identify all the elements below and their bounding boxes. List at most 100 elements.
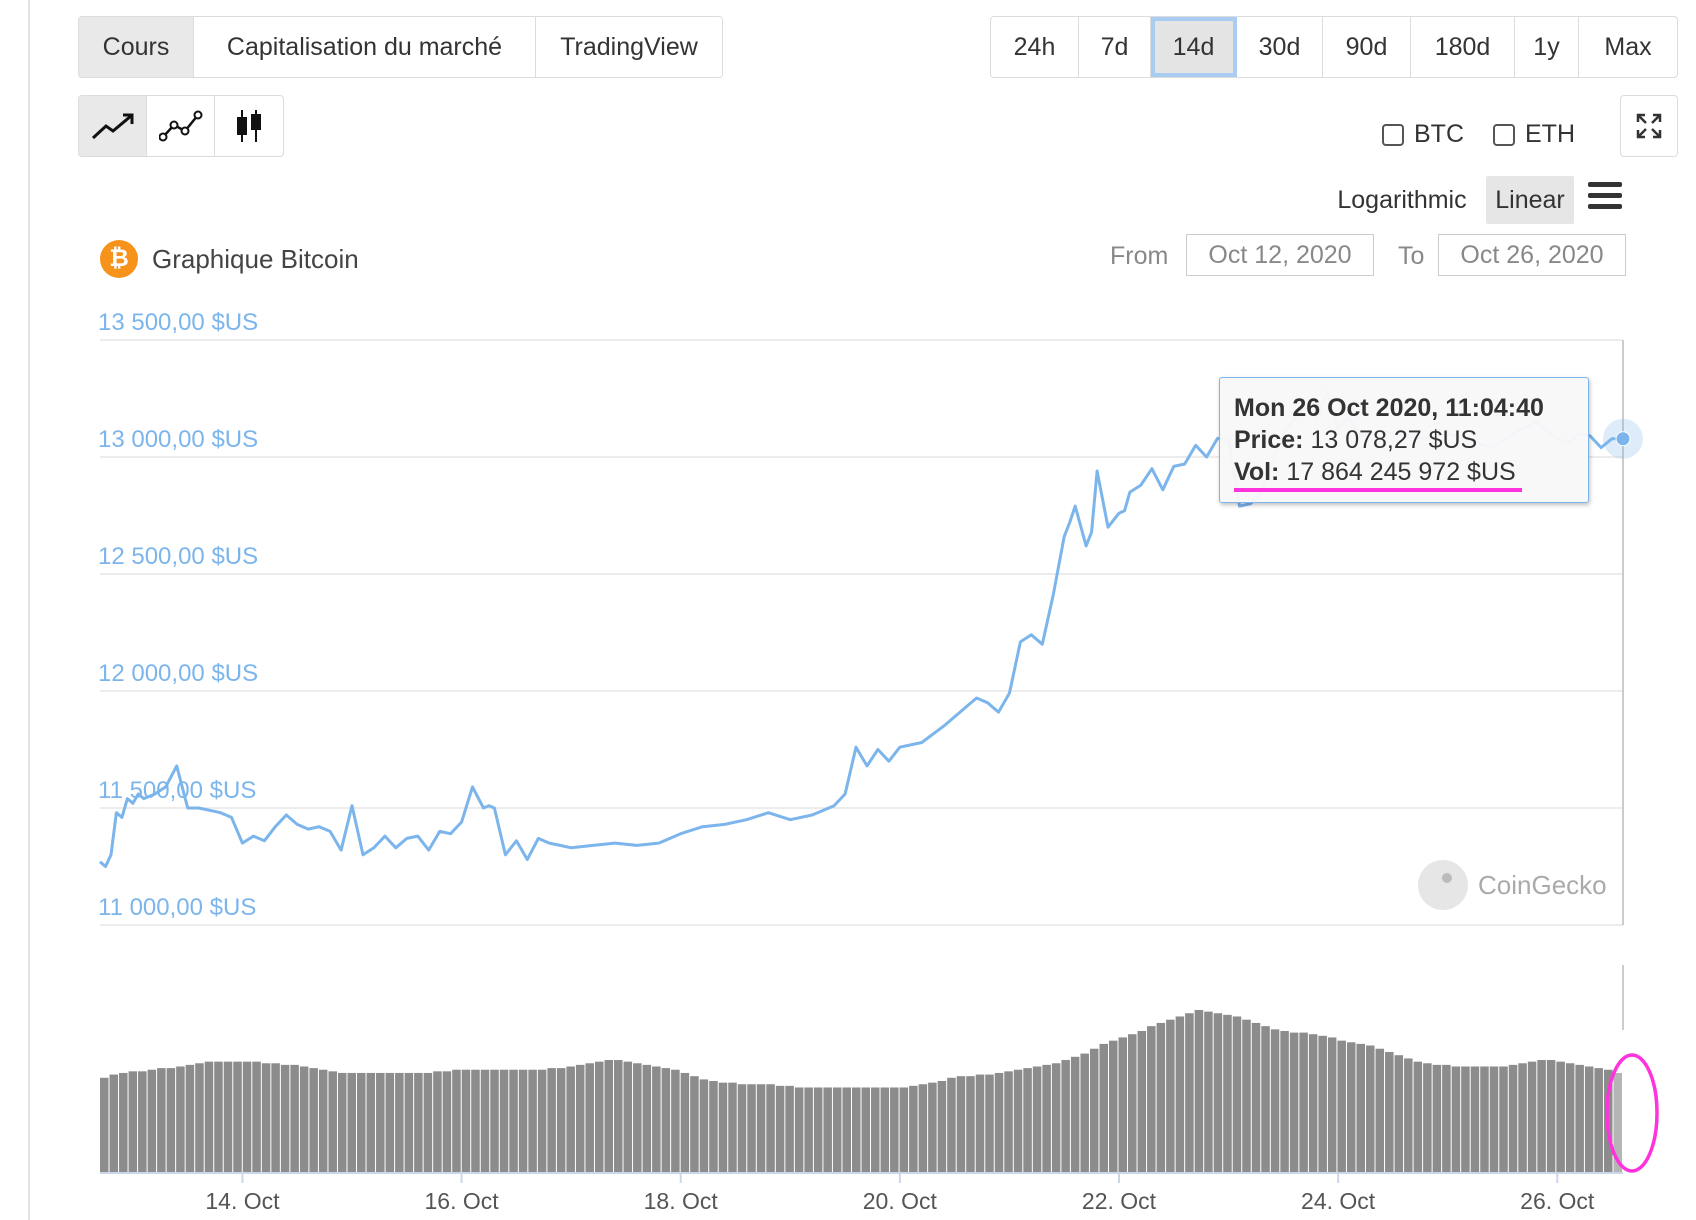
- y-tick-label: 13 000,00 $US: [98, 426, 258, 453]
- volume-bar: [176, 1066, 185, 1173]
- volume-bar: [300, 1066, 309, 1173]
- volume-bar: [376, 1073, 385, 1173]
- volume-bar: [890, 1087, 899, 1173]
- volume-bar: [395, 1073, 404, 1173]
- volume-bar: [1376, 1049, 1385, 1173]
- volume-bar: [1052, 1063, 1061, 1173]
- y-tick-label: 12 000,00 $US: [98, 660, 258, 687]
- volume-bar: [195, 1063, 204, 1173]
- volume-bar: [309, 1068, 318, 1173]
- tooltip-volume: 17 864 245 972 $US: [1286, 458, 1515, 486]
- x-tick-label: 22. Oct: [1082, 1188, 1157, 1214]
- volume-bar: [785, 1086, 794, 1173]
- x-tick-label: 14. Oct: [205, 1188, 280, 1214]
- volume-bar: [357, 1073, 366, 1173]
- volume-bar: [138, 1071, 147, 1173]
- volume-bar: [643, 1065, 652, 1173]
- tooltip-price-label: Price:: [1234, 426, 1303, 454]
- volume-bar: [614, 1060, 623, 1173]
- y-tick-label: 13 500,00 $US: [98, 309, 258, 336]
- volume-bar: [1176, 1016, 1185, 1173]
- hover-point: [1616, 432, 1630, 446]
- volume-bar: [405, 1073, 414, 1173]
- volume-bar: [281, 1065, 290, 1173]
- volume-bar: [566, 1066, 575, 1173]
- x-axis-ticks: 14. Oct 16. Oct 18. Oct 20. Oct 22. Oct 24. O…: [205, 1173, 1595, 1214]
- volume-bars: [100, 1010, 1622, 1173]
- volume-bar: [1090, 1049, 1099, 1173]
- volume-bar: [1547, 1060, 1556, 1173]
- volume-bar: [719, 1083, 728, 1173]
- tooltip-volume-row: Vol: 17 864 245 972 $US: [1234, 456, 1574, 488]
- volume-bar: [1337, 1041, 1346, 1173]
- volume-bar: [1480, 1066, 1489, 1173]
- volume-bar: [1299, 1033, 1308, 1173]
- volume-bar: [1356, 1044, 1365, 1173]
- volume-bar: [985, 1075, 994, 1173]
- volume-bar: [290, 1065, 299, 1173]
- volume-bar: [1537, 1060, 1546, 1173]
- volume-bar: [862, 1087, 871, 1173]
- volume-bar: [1195, 1010, 1204, 1173]
- volume-bar: [1423, 1063, 1432, 1173]
- volume-bar: [500, 1070, 509, 1173]
- volume-bar: [386, 1073, 395, 1173]
- volume-bar: [633, 1063, 642, 1173]
- volume-bar: [1004, 1071, 1013, 1173]
- volume-bar: [547, 1068, 556, 1173]
- volume-bar: [1223, 1015, 1232, 1173]
- volume-bar: [1566, 1063, 1575, 1173]
- volume-bar: [1518, 1063, 1527, 1173]
- volume-bar: [1080, 1054, 1089, 1173]
- volume-bar: [1471, 1066, 1480, 1173]
- tooltip-volume-label: Vol:: [1234, 458, 1279, 486]
- volume-bar: [433, 1071, 442, 1173]
- volume-bar: [224, 1062, 233, 1173]
- volume-bar: [538, 1070, 547, 1173]
- volume-bar: [1575, 1065, 1584, 1173]
- volume-bar: [795, 1087, 804, 1173]
- volume-bar: [1204, 1012, 1213, 1173]
- y-tick-label: 12 500,00 $US: [98, 543, 258, 570]
- volume-bar: [1128, 1034, 1137, 1173]
- volume-bar: [1042, 1065, 1051, 1173]
- x-tick-label: 24. Oct: [1301, 1188, 1376, 1214]
- volume-bar: [624, 1062, 633, 1173]
- volume-bar: [957, 1076, 966, 1173]
- volume-bar: [1214, 1013, 1223, 1173]
- volume-bar: [557, 1068, 566, 1173]
- volume-bar: [1442, 1065, 1451, 1173]
- volume-bar: [928, 1083, 937, 1173]
- volume-bar: [1594, 1068, 1603, 1173]
- volume-bar: [1318, 1036, 1327, 1173]
- volume-bar: [700, 1079, 709, 1173]
- volume-bar: [205, 1062, 214, 1173]
- volume-bar: [738, 1084, 747, 1173]
- volume-bar: [443, 1071, 452, 1173]
- coingecko-watermark: CoinGecko: [1418, 860, 1607, 910]
- volume-bar: [1461, 1066, 1470, 1173]
- volume-bar: [481, 1070, 490, 1173]
- volume-bar: [1499, 1066, 1508, 1173]
- x-tick-label: 20. Oct: [863, 1188, 938, 1214]
- volume-bar: [148, 1070, 157, 1173]
- volume-bar: [766, 1084, 775, 1173]
- volume-bar: [252, 1062, 261, 1173]
- volume-bar: [823, 1087, 832, 1173]
- volume-bar: [367, 1073, 376, 1173]
- volume-bar: [1147, 1026, 1156, 1173]
- volume-bar: [1233, 1016, 1242, 1173]
- volume-bar: [338, 1073, 347, 1173]
- volume-bar: [414, 1073, 423, 1173]
- volume-bar: [852, 1087, 861, 1173]
- volume-bar: [833, 1087, 842, 1173]
- volume-bar: [814, 1087, 823, 1173]
- volume-bar: [1309, 1034, 1318, 1173]
- volume-bar: [585, 1063, 594, 1173]
- volume-bar: [424, 1073, 433, 1173]
- volume-bar: [1452, 1066, 1461, 1173]
- y-tick-label: 11 000,00 $US: [98, 894, 256, 921]
- volume-bar: [900, 1087, 909, 1173]
- volume-bar: [1290, 1033, 1299, 1173]
